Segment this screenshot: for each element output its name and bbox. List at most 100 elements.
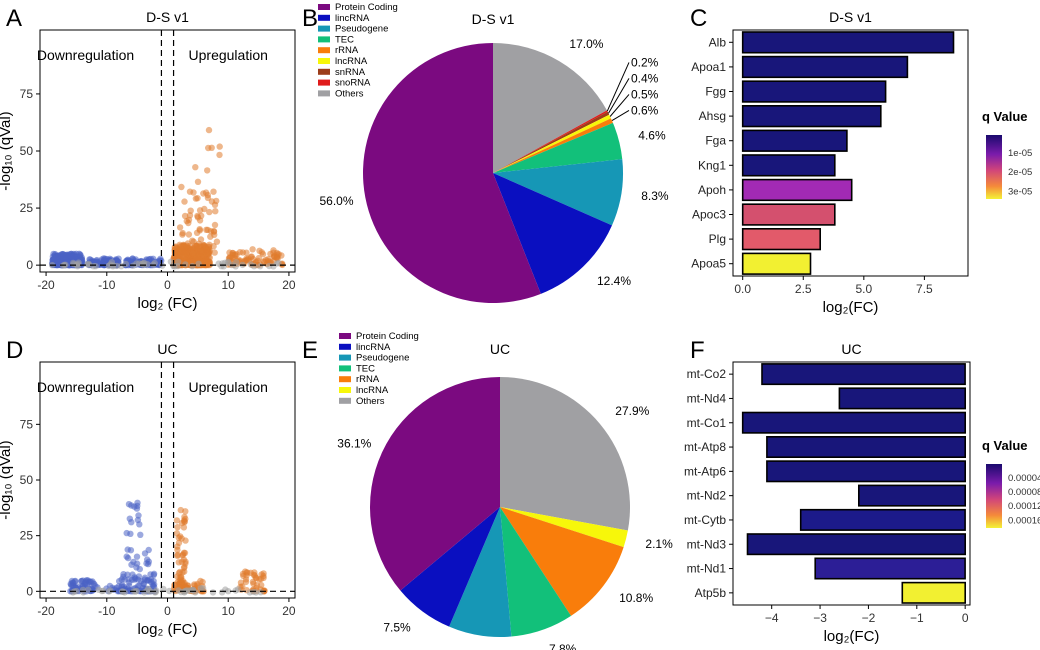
slice-percent-label: 4.6% [638,129,666,143]
slice-percent-label: 10.8% [619,591,653,605]
data-point-up [243,249,250,256]
data-point-up [193,229,201,236]
data-point-up [174,578,182,585]
x-tick-label: -10 [98,604,116,618]
x-tick-label: 10 [222,604,236,618]
data-point-ns [246,589,253,596]
chart-title: D-S v1 [829,9,872,25]
x-tick-label: 5.0 [855,282,872,296]
data-point-down [128,502,135,509]
legend-title: q Value [982,109,1028,124]
data-point-ns [85,586,92,593]
pie-slice-snrna [493,111,610,173]
slice-percent-label: 0.4% [631,71,659,85]
annotation-upregulation: Upregulation [189,47,268,63]
category-label: mt-Nd1 [687,562,727,576]
data-point-ns [181,589,188,596]
data-point-down [136,521,143,528]
label-leader-line [611,109,630,122]
bar [741,203,836,226]
x-axis-label: log₂(FC) [824,628,880,645]
data-point-up [203,246,210,253]
data-point-up [211,249,218,256]
legend-label: lncRNA [335,56,368,67]
data-point-down [123,529,130,537]
slice-percent-label: 27.9% [615,404,649,418]
pie-slice-lncrna [493,114,611,173]
data-point-ns [141,589,148,596]
bar [838,387,967,410]
data-point-ns [79,586,87,594]
data-point-down [76,250,83,257]
chart-title: UC [841,341,861,357]
data-point-up [207,233,214,240]
data-point-up [177,243,184,250]
data-point-down [141,576,148,583]
x-tick-label: -10 [98,278,116,292]
bar [761,363,966,386]
legend-swatch [318,68,330,75]
data-point-up [258,249,265,256]
data-point-up [213,238,221,245]
bar [799,508,966,531]
legend-swatch [318,25,330,32]
data-point-up [212,208,219,215]
category-label: Apoa1 [691,60,726,74]
data-point-ns [199,585,207,592]
data-point-up [198,247,206,255]
x-tick-label: −1 [910,611,924,625]
data-point-up [181,198,188,205]
data-point-up [204,226,211,234]
chart-title: UC [157,341,177,357]
data-point-up [173,517,181,524]
data-point-down [127,547,135,554]
pie-slice-protein-coding [370,377,500,591]
bar [741,80,887,103]
y-tick-label: 75 [20,87,34,101]
panel-letter-d: D [6,337,23,364]
x-axis-label: log₂ (FC) [138,295,198,312]
data-point-up [175,569,183,577]
legend-swatch [318,14,330,21]
legend-label: Others [356,396,385,407]
pie-slice-snorna [493,110,608,173]
data-point-up [183,242,190,249]
x-axis-label: log₂ (FC) [138,621,198,638]
category-label: Apoa5 [691,257,726,271]
data-point-up [249,578,257,585]
pie-slice-protein-coding [363,43,541,303]
data-point-up [174,524,181,531]
pie-chart-e: UC Protein CodinglincRNAPseudogeneTECrRNA… [337,331,673,650]
bar [741,228,822,251]
legend-swatch [318,47,330,54]
pie-slice-others [500,377,631,531]
data-point-down [133,505,141,512]
y-tick-label: 75 [20,417,34,431]
bar [741,154,836,177]
legend-swatch [339,333,351,339]
colorbar-tick-label: 3e-05 [1008,186,1032,197]
pie-slice-rrna [493,118,613,173]
category-label: mt-Co1 [687,416,727,430]
category-label: Fgg [705,85,726,99]
data-point-down [135,573,143,580]
category-label: mt-Nd4 [687,391,727,405]
data-point-up [171,245,179,253]
data-point-up [196,207,204,214]
legend-title: q Value [982,438,1028,453]
colorbar-tick-label: 0.00004 [1008,473,1040,484]
bar [741,55,909,79]
slice-percent-label: 56.0% [319,194,353,208]
data-point-down [69,253,76,260]
data-point-down [136,565,143,573]
category-label: mt-Nd2 [687,489,727,503]
data-point-down [150,582,157,590]
chart-title: D-S v1 [472,11,515,27]
plot-frame [39,361,296,599]
legend-label: Pseudogene [356,353,409,364]
data-point-ns [224,258,232,265]
panel-letter-e: E [302,337,318,364]
data-point-up [181,563,188,571]
data-point-up [216,151,223,159]
